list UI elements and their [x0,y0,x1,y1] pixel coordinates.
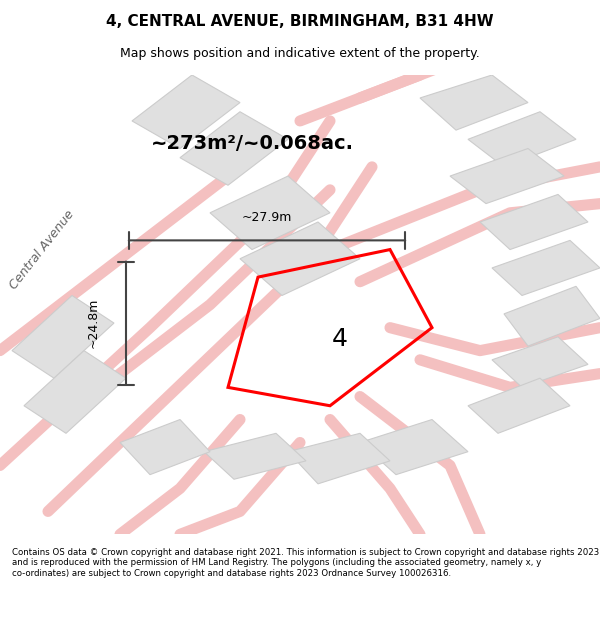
Text: 4, CENTRAL AVENUE, BIRMINGHAM, B31 4HW: 4, CENTRAL AVENUE, BIRMINGHAM, B31 4HW [106,14,494,29]
Polygon shape [504,286,600,346]
Polygon shape [492,337,588,388]
Text: Contains OS data © Crown copyright and database right 2021. This information is : Contains OS data © Crown copyright and d… [12,548,599,578]
Text: 4: 4 [332,327,347,351]
Polygon shape [210,176,330,249]
Polygon shape [450,149,564,204]
Text: Map shows position and indicative extent of the property.: Map shows position and indicative extent… [120,48,480,61]
Polygon shape [12,296,114,378]
Polygon shape [204,433,306,479]
Polygon shape [468,378,570,433]
Polygon shape [288,433,390,484]
Polygon shape [360,419,468,474]
Polygon shape [120,419,210,474]
Text: ~24.8m: ~24.8m [86,298,100,348]
Text: ~27.9m: ~27.9m [242,211,292,224]
Polygon shape [24,351,126,433]
Text: Central Avenue: Central Avenue [7,208,77,292]
Text: ~273m²/~0.068ac.: ~273m²/~0.068ac. [151,134,353,153]
Polygon shape [420,75,528,130]
Polygon shape [480,194,588,249]
Polygon shape [468,112,576,167]
Polygon shape [240,222,360,296]
Polygon shape [132,75,240,149]
Polygon shape [180,112,288,185]
Polygon shape [492,241,600,296]
